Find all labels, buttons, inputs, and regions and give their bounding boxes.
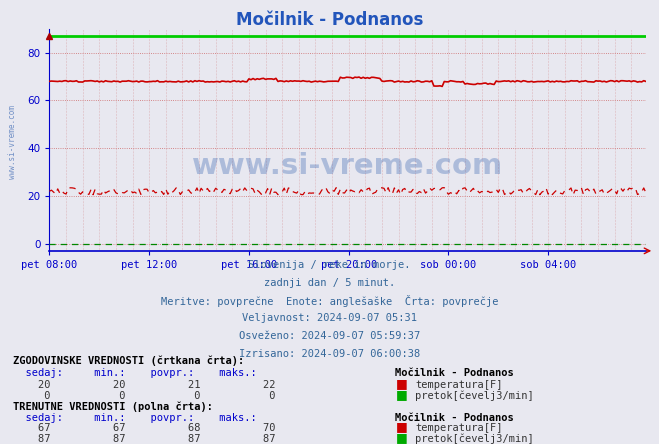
- Text: Močilnik - Podnanos: Močilnik - Podnanos: [236, 11, 423, 29]
- Text: Močilnik - Podnanos: Močilnik - Podnanos: [395, 412, 514, 423]
- Text: Meritve: povprečne  Enote: anglešaške  Črta: povprečje: Meritve: povprečne Enote: anglešaške Črt…: [161, 295, 498, 307]
- Text: ■: ■: [395, 377, 407, 390]
- Text: pretok[čevelj3/min]: pretok[čevelj3/min]: [415, 433, 534, 444]
- Text: TRENUTNE VREDNOSTI (polna črta):: TRENUTNE VREDNOSTI (polna črta):: [13, 401, 213, 412]
- Text: pretok[čevelj3/min]: pretok[čevelj3/min]: [415, 391, 534, 401]
- Text: sedaj:     min.:    povpr.:    maks.:: sedaj: min.: povpr.: maks.:: [13, 368, 257, 378]
- Text: sedaj:     min.:    povpr.:    maks.:: sedaj: min.: povpr.: maks.:: [13, 412, 257, 423]
- Text: zadnji dan / 5 minut.: zadnji dan / 5 minut.: [264, 278, 395, 288]
- Text: Veljavnost: 2024-09-07 05:31: Veljavnost: 2024-09-07 05:31: [242, 313, 417, 323]
- Text: ■: ■: [395, 420, 407, 433]
- Text: temperatura[F]: temperatura[F]: [415, 423, 503, 433]
- Text: ■: ■: [395, 431, 407, 444]
- Text: Osveženo: 2024-09-07 05:59:37: Osveženo: 2024-09-07 05:59:37: [239, 331, 420, 341]
- Text: ■: ■: [395, 388, 407, 401]
- Text: ZGODOVINSKE VREDNOSTI (črtkana črta):: ZGODOVINSKE VREDNOSTI (črtkana črta):: [13, 356, 244, 366]
- Text: temperatura[F]: temperatura[F]: [415, 380, 503, 390]
- Text: www.si-vreme.com: www.si-vreme.com: [192, 152, 503, 181]
- Text: 87          87          87          87: 87 87 87 87: [13, 434, 275, 444]
- Text: www.si-vreme.com: www.si-vreme.com: [8, 105, 17, 179]
- Text: 67          67          68          70: 67 67 68 70: [13, 423, 275, 433]
- Text: Močilnik - Podnanos: Močilnik - Podnanos: [395, 368, 514, 378]
- Text: 0           0           0           0: 0 0 0 0: [13, 391, 275, 401]
- Text: Izrisano: 2024-09-07 06:00:38: Izrisano: 2024-09-07 06:00:38: [239, 349, 420, 359]
- Text: 20          20          21          22: 20 20 21 22: [13, 380, 275, 390]
- Text: Slovenija / reke in morje.: Slovenija / reke in morje.: [248, 260, 411, 270]
